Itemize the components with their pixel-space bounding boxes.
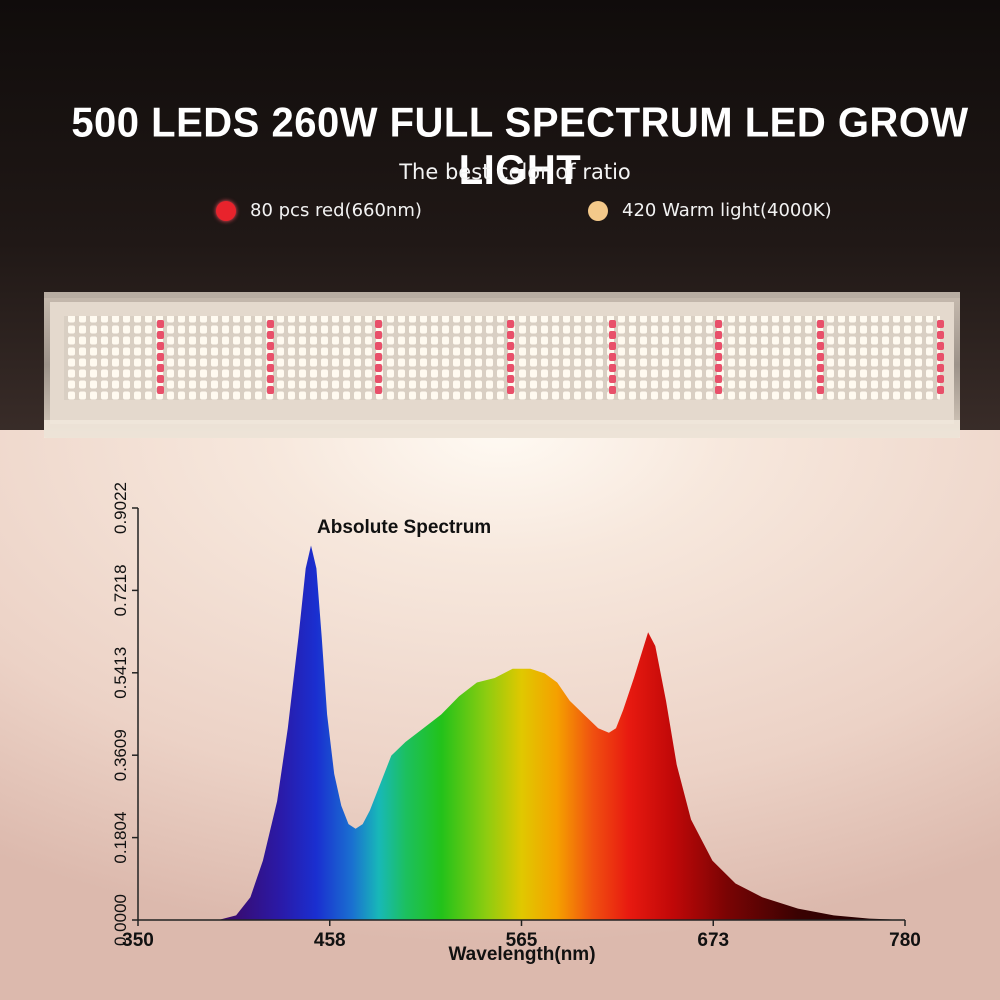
y-tick-label: 0.3609: [111, 729, 130, 781]
red-led: [375, 331, 382, 339]
lamp-top-edge: [44, 292, 960, 298]
red-led: [267, 375, 274, 383]
red-led: [937, 386, 944, 394]
red-led: [375, 320, 382, 328]
red-led: [375, 353, 382, 361]
red-led: [817, 342, 824, 350]
y-tick-label: 0.5413: [111, 647, 130, 699]
red-led: [157, 320, 164, 328]
led-lamp-panel: [44, 292, 960, 438]
red-led: [937, 331, 944, 339]
red-led: [609, 320, 616, 328]
lamp-bottom-edge: [44, 420, 960, 438]
red-led: [267, 386, 274, 394]
red-led: [715, 331, 722, 339]
red-led: [157, 364, 164, 372]
red-led: [715, 342, 722, 350]
legend-label-warm: 420 Warm light(4000K): [622, 200, 832, 221]
red-led: [937, 320, 944, 328]
red-led: [817, 331, 824, 339]
red-led: [715, 364, 722, 372]
red-led: [157, 353, 164, 361]
spectrum-area: [138, 545, 905, 920]
legend-label-red: 80 pcs red(660nm): [250, 200, 422, 221]
red-led: [937, 364, 944, 372]
red-led: [375, 364, 382, 372]
red-led: [715, 375, 722, 383]
red-led: [609, 331, 616, 339]
red-led: [715, 386, 722, 394]
red-led: [937, 353, 944, 361]
red-led: [507, 353, 514, 361]
x-tick-label: 350: [122, 930, 154, 951]
x-axis-title: Wavelength(nm): [448, 944, 595, 965]
red-led: [507, 386, 514, 394]
y-tick-label: 0.9022: [111, 482, 130, 534]
red-led: [267, 320, 274, 328]
red-led: [267, 364, 274, 372]
red-led: [609, 353, 616, 361]
red-led: [157, 331, 164, 339]
red-led: [267, 353, 274, 361]
red-led: [375, 375, 382, 383]
red-led: [157, 375, 164, 383]
red-led: [817, 386, 824, 394]
page-subtitle: The best color of ratio: [399, 160, 631, 184]
red-led: [507, 342, 514, 350]
spectrum-chart: 350 458 565 673 780 0.0000 0.1804 0.3609 0.5413 0…: [111, 482, 921, 965]
red-led: [507, 375, 514, 383]
red-led: [609, 342, 616, 350]
red-led: [267, 331, 274, 339]
red-led: [609, 386, 616, 394]
y-tick-label: 0.1804: [111, 812, 130, 864]
warm-dot-icon: [588, 200, 608, 221]
red-led: [715, 320, 722, 328]
x-tick-label: 673: [697, 930, 729, 951]
red-led: [609, 375, 616, 383]
red-led: [817, 375, 824, 383]
legend-item-warm: 420 Warm light(4000K): [588, 200, 832, 221]
led-array: [64, 316, 940, 400]
legend-item-red: 80 pcs red(660nm): [216, 200, 422, 221]
x-tick-label: 780: [889, 930, 921, 951]
red-led: [817, 364, 824, 372]
chart-title: Absolute Spectrum: [317, 517, 491, 538]
red-led-columns: [157, 320, 944, 394]
red-led: [157, 386, 164, 394]
red-led: [817, 320, 824, 328]
red-led: [609, 364, 616, 372]
page-title: 500 LEDS 260W FULL SPECTRUM LED GROW LIG…: [71, 99, 969, 194]
red-led: [375, 386, 382, 394]
red-led: [937, 375, 944, 383]
y-tick-label: 0.7218: [111, 564, 130, 616]
red-led: [375, 342, 382, 350]
red-led: [715, 353, 722, 361]
red-led: [507, 364, 514, 372]
x-tick-label: 565: [506, 930, 538, 951]
y-tick-label: 0.0000: [111, 894, 130, 946]
red-led: [507, 331, 514, 339]
x-tick-label: 458: [314, 930, 346, 951]
red-led: [937, 342, 944, 350]
red-led: [507, 320, 514, 328]
red-dot-icon: [216, 200, 236, 221]
red-led: [267, 342, 274, 350]
red-led: [157, 342, 164, 350]
red-led: [817, 353, 824, 361]
